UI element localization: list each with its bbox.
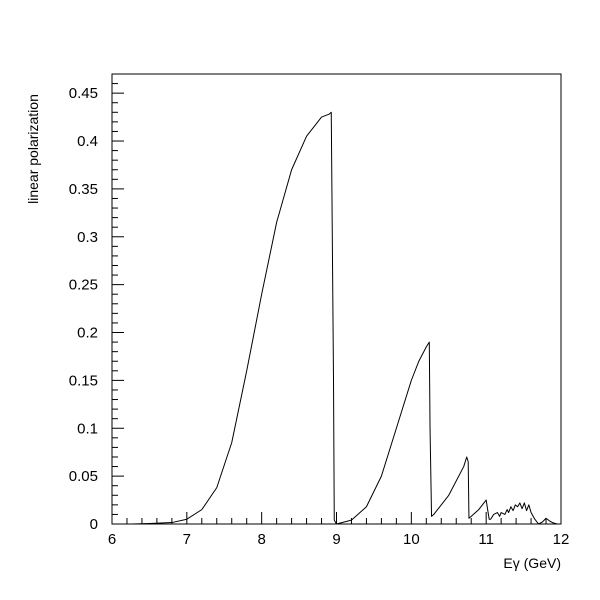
y-tick-label: 0 bbox=[90, 516, 98, 533]
y-axis-label: linear polarization bbox=[25, 94, 41, 204]
x-axis-label: Eγ (GeV) bbox=[503, 555, 561, 571]
y-tick-label: 0.25 bbox=[69, 277, 98, 294]
plot-frame bbox=[111, 73, 562, 525]
x-tick-label: 11 bbox=[478, 531, 494, 548]
x-tick-label: 10 bbox=[403, 531, 420, 548]
y-tick-label: 0.4 bbox=[77, 133, 98, 150]
polarization-series-line bbox=[132, 111, 561, 525]
y-tick-label: 0.45 bbox=[69, 85, 98, 102]
y-tick-label: 0.1 bbox=[77, 420, 98, 437]
x-tick-label: 7 bbox=[183, 531, 191, 548]
y-tick-label: 0.05 bbox=[69, 468, 98, 485]
y-tick-label: 0.3 bbox=[77, 229, 98, 246]
x-tick-label: 6 bbox=[108, 531, 116, 548]
x-tick-label: 8 bbox=[257, 531, 265, 548]
x-tick-label: 9 bbox=[332, 531, 340, 548]
y-tick-label: 0.2 bbox=[77, 325, 98, 342]
y-tick-label: 0.35 bbox=[69, 181, 98, 198]
x-tick-label: 12 bbox=[553, 531, 570, 548]
y-tick-label: 0.15 bbox=[69, 372, 98, 389]
